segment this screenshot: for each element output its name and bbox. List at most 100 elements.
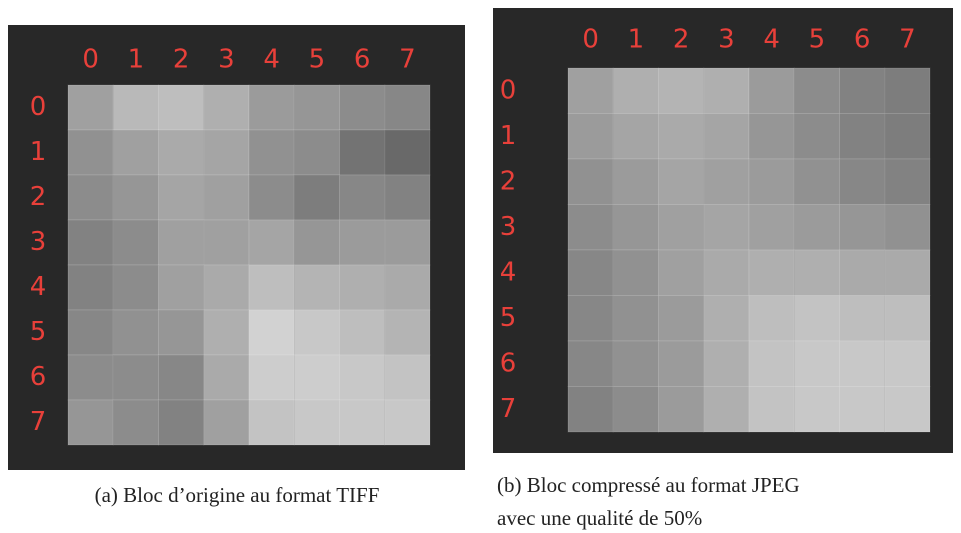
pixel-cell xyxy=(68,175,113,220)
pixel-cell xyxy=(704,114,749,160)
column-label: 7 xyxy=(899,25,916,55)
pixel-cell xyxy=(659,159,704,205)
pixel-cell xyxy=(794,68,839,114)
pixel-cell xyxy=(704,341,749,387)
pixel-cell xyxy=(204,400,249,445)
pixel-cell xyxy=(568,159,613,205)
caption: avec une qualité de 50% xyxy=(497,506,702,530)
pixel-cell xyxy=(385,130,430,175)
pixel-cell xyxy=(68,85,113,130)
pixel-cell xyxy=(568,68,613,114)
pixel-cell xyxy=(68,130,113,175)
row-label: 2 xyxy=(500,166,517,196)
pixel-cell xyxy=(249,400,294,445)
pixel-cell xyxy=(749,114,794,160)
pixel-cell xyxy=(568,205,613,251)
pixel-cell xyxy=(840,296,885,342)
pixel-cell xyxy=(113,265,158,310)
pixel-cell xyxy=(840,159,885,205)
pixel-cell xyxy=(159,130,204,175)
pixel-cell xyxy=(885,205,930,251)
pixel-cell xyxy=(885,341,930,387)
pixel-cell xyxy=(659,250,704,296)
pixel-cell xyxy=(294,175,339,220)
pixel-cell xyxy=(249,310,294,355)
pixel-cell xyxy=(294,220,339,265)
column-label: 0 xyxy=(82,45,99,75)
pixel-cell xyxy=(385,265,430,310)
pixel-cell xyxy=(885,68,930,114)
column-label: 4 xyxy=(763,25,780,55)
pixel-cell xyxy=(294,310,339,355)
pixel-cell xyxy=(249,355,294,400)
pixel-cell xyxy=(794,296,839,342)
pixel-cell xyxy=(204,85,249,130)
column-label: 1 xyxy=(128,45,145,75)
pixel-cell xyxy=(294,400,339,445)
pixel-cell xyxy=(794,159,839,205)
pixel-cell xyxy=(340,310,385,355)
pixel-cell xyxy=(659,341,704,387)
pixel-cell xyxy=(159,175,204,220)
pixel-cell xyxy=(68,265,113,310)
pixel-cell xyxy=(294,85,339,130)
pixel-cell xyxy=(840,68,885,114)
pixel-cell xyxy=(749,387,794,433)
row-label: 0 xyxy=(500,75,517,105)
row-label: 2 xyxy=(30,182,47,212)
pixel-cell xyxy=(113,85,158,130)
pixel-cell xyxy=(659,114,704,160)
pixel-cell xyxy=(385,400,430,445)
pixel-cell xyxy=(659,205,704,251)
pixel-cell xyxy=(704,250,749,296)
column-label: 5 xyxy=(309,45,326,75)
row-label: 0 xyxy=(30,92,47,122)
pixel-cell xyxy=(204,265,249,310)
pixel-cell xyxy=(340,355,385,400)
pixel-cell xyxy=(159,85,204,130)
pixel-cell xyxy=(568,114,613,160)
pixel-cell xyxy=(885,114,930,160)
column-label: 6 xyxy=(854,25,871,55)
pixel-cell xyxy=(659,387,704,433)
figure: 0123456701234567(a) Bloc d’origine au fo… xyxy=(0,0,961,533)
pixel-cell xyxy=(613,250,658,296)
column-label: 6 xyxy=(354,45,371,75)
row-label: 1 xyxy=(30,137,47,167)
pixel-cell xyxy=(840,250,885,296)
pixel-cell xyxy=(249,265,294,310)
column-label: 2 xyxy=(173,45,190,75)
pixel-cell xyxy=(385,175,430,220)
row-label: 4 xyxy=(500,257,517,287)
pixel-cell xyxy=(340,85,385,130)
pixel-cell xyxy=(340,265,385,310)
pixel-cell xyxy=(340,130,385,175)
row-label: 7 xyxy=(30,407,47,437)
caption: (a) Bloc d’origine au format TIFF xyxy=(95,483,380,507)
pixel-cell xyxy=(340,400,385,445)
pixel-cell xyxy=(749,341,794,387)
pixel-cell xyxy=(68,310,113,355)
pixel-cell xyxy=(113,220,158,265)
pixel-cell xyxy=(704,296,749,342)
pixel-cell xyxy=(749,296,794,342)
row-label: 3 xyxy=(30,227,47,257)
pixel-cell xyxy=(704,387,749,433)
column-label: 7 xyxy=(399,45,416,75)
row-label: 3 xyxy=(500,212,517,242)
pixel-cell xyxy=(204,220,249,265)
column-label: 5 xyxy=(809,25,826,55)
pixel-cell xyxy=(294,355,339,400)
pixel-cell xyxy=(113,130,158,175)
pixel-cell xyxy=(113,355,158,400)
pixel-cell xyxy=(659,296,704,342)
pixel-cell xyxy=(113,175,158,220)
pixel-cell xyxy=(113,310,158,355)
pixel-cell xyxy=(249,130,294,175)
column-label: 3 xyxy=(718,25,735,55)
row-label: 5 xyxy=(500,303,517,333)
pixel-cell xyxy=(794,387,839,433)
pixel-cell xyxy=(613,341,658,387)
column-label: 2 xyxy=(673,25,690,55)
pixel-cell xyxy=(885,387,930,433)
